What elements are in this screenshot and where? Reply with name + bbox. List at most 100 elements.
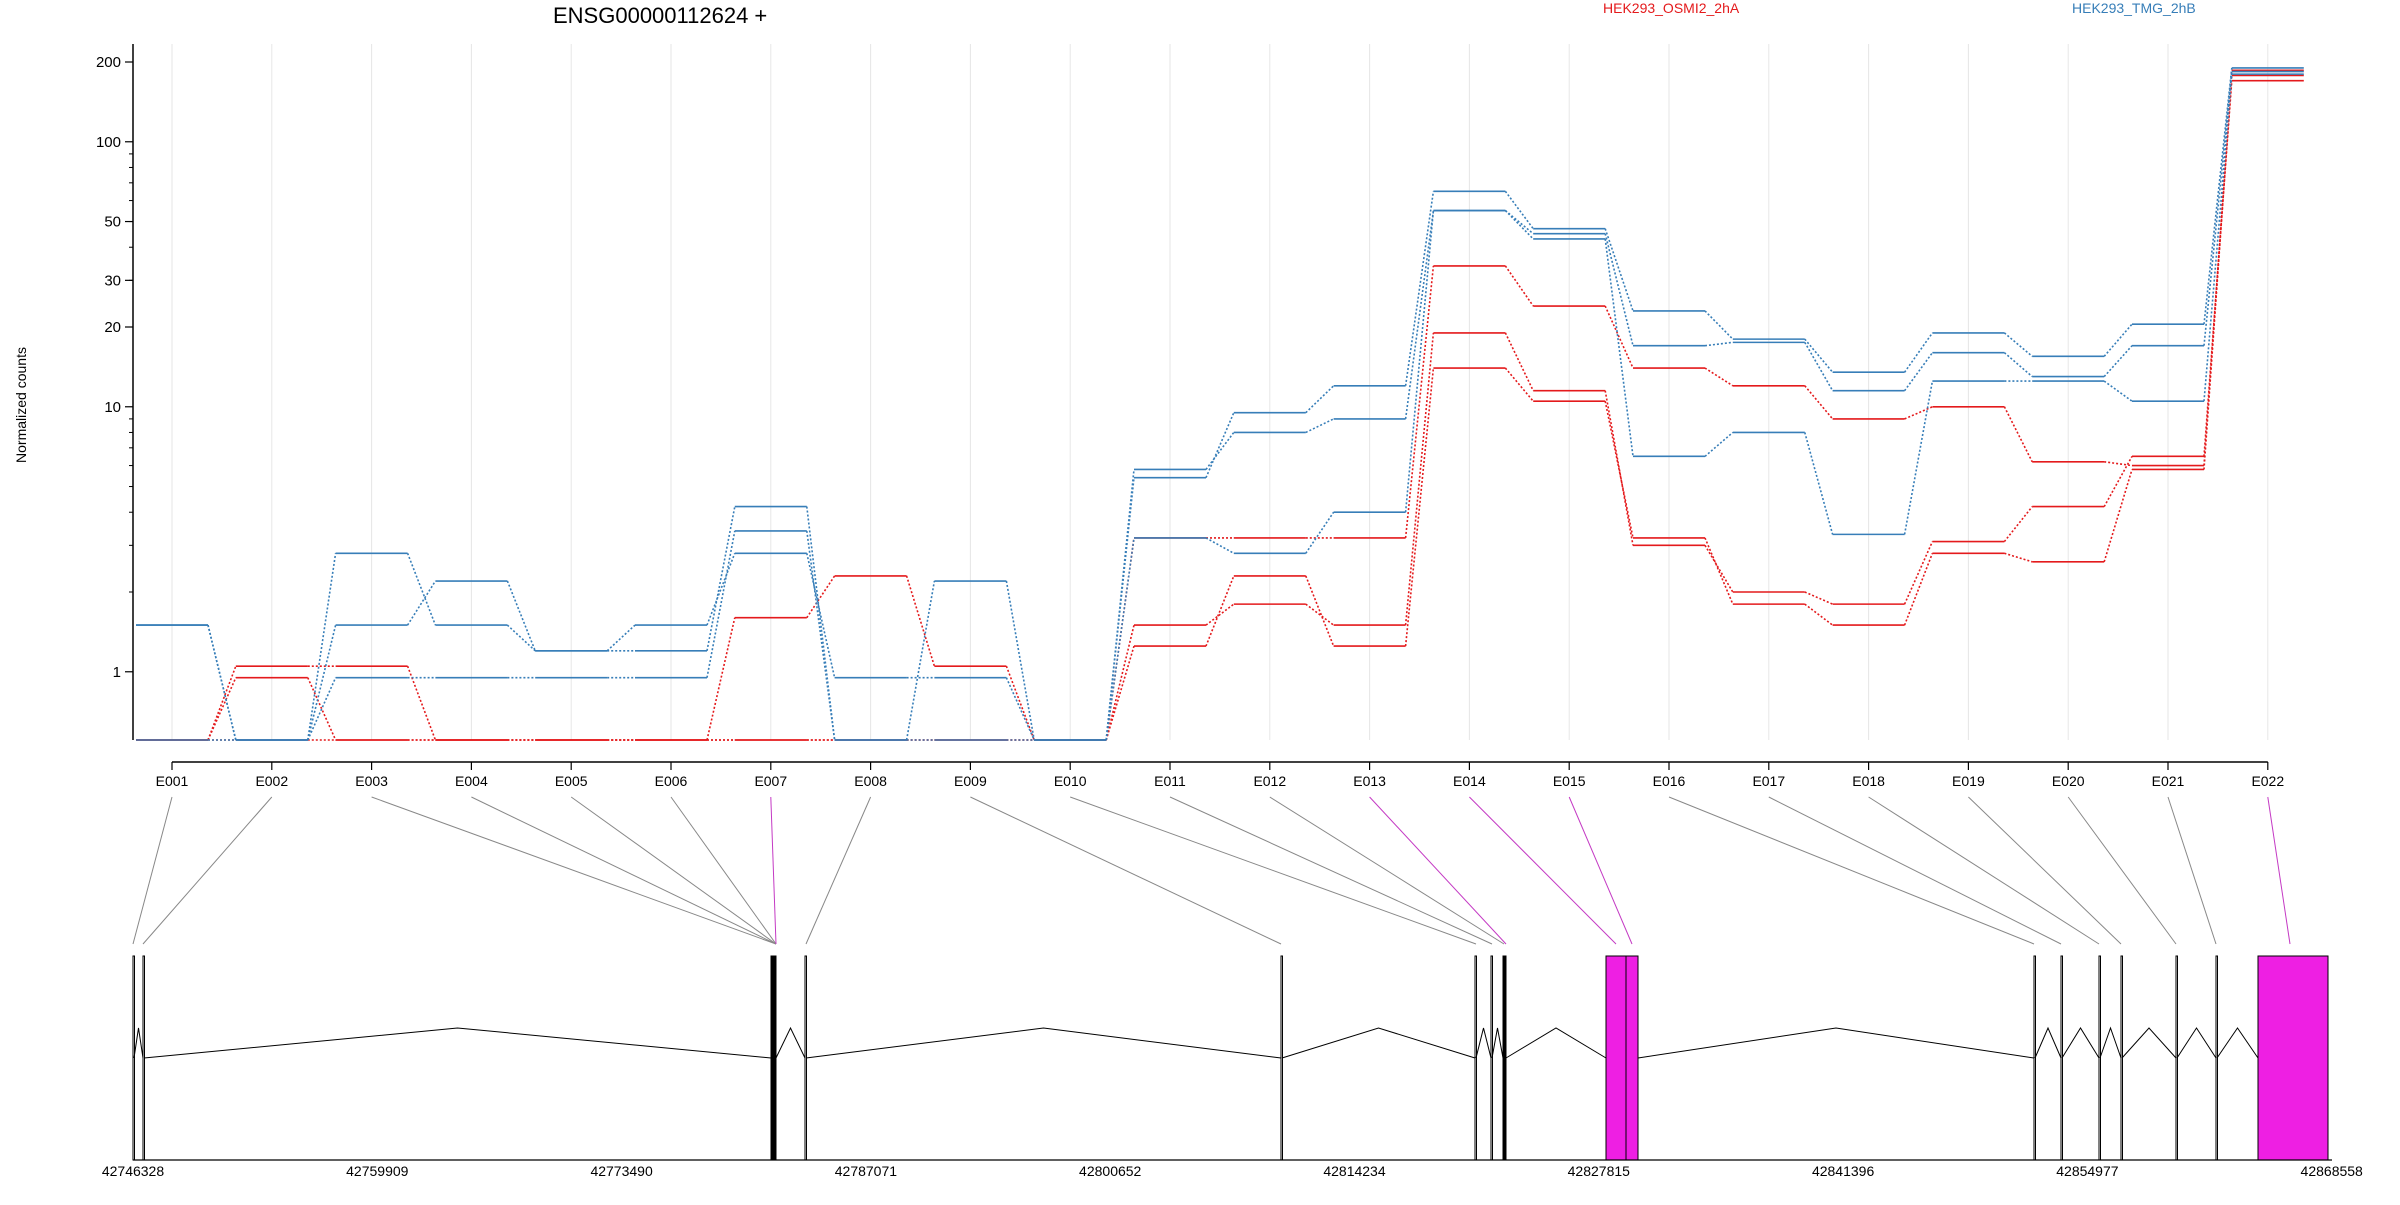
intron-connector <box>143 1027 772 1059</box>
exon-block <box>1502 955 1507 1161</box>
y-tick-label: 100 <box>96 134 121 151</box>
x-tick-label: E014 <box>1453 773 1486 789</box>
series-transition <box>606 624 636 652</box>
intron-connector <box>133 1027 144 1059</box>
series-transition <box>1305 575 1335 647</box>
exon-block <box>770 955 777 1161</box>
intron-connector <box>1505 1027 1607 1059</box>
y-tick-label: 200 <box>96 54 121 71</box>
series-transition <box>1604 238 1634 457</box>
series-transition <box>1804 591 1833 605</box>
exon-connector <box>1568 796 1633 945</box>
series-transition <box>2004 552 2033 563</box>
intron-connector <box>2176 1027 2217 1059</box>
x-tick-label: E020 <box>2052 773 2085 789</box>
x-tick-label: E021 <box>2152 773 2185 789</box>
series-transition <box>2003 406 2033 463</box>
y-tick-label: 30 <box>104 272 121 289</box>
exon-connector <box>1968 796 2122 945</box>
exon-connector <box>2167 796 2217 945</box>
series-transition <box>706 530 736 678</box>
series-transition <box>2103 380 2133 402</box>
series-transition <box>1404 332 1435 626</box>
series-transition <box>1903 552 1934 626</box>
exon-connector <box>142 796 273 945</box>
series-transition <box>1305 511 1335 554</box>
series-transition <box>1404 265 1435 538</box>
series-1 <box>136 79 2304 741</box>
series-5 <box>136 70 2304 741</box>
y-axis-label: Normalized counts <box>13 347 29 463</box>
series-transition <box>307 677 337 741</box>
series-transition <box>2203 74 2233 402</box>
exon-connector <box>1269 796 1505 945</box>
exon-connector <box>2067 796 2177 945</box>
exon-connector <box>1868 796 2100 945</box>
series-transition <box>2104 460 2133 467</box>
genomic-tick-label: 42800652 <box>1079 1163 1142 1179</box>
series-transition <box>1604 228 1634 312</box>
x-tick-label: E015 <box>1553 773 1586 789</box>
legend-item: HEK293_OSMI2_2hA <box>1603 0 1740 16</box>
series-transition <box>905 580 936 741</box>
series-6 <box>136 73 2304 741</box>
series-transition <box>207 677 237 741</box>
series-transition <box>1105 645 1135 741</box>
intron-connector <box>2034 1026 2062 1059</box>
intron-connector <box>2121 1027 2177 1059</box>
y-tick-label: 50 <box>104 214 121 231</box>
series-4 <box>136 67 2304 741</box>
x-tick-label: E006 <box>655 773 688 789</box>
series-transition <box>905 575 936 667</box>
intron-connector <box>2216 1027 2259 1059</box>
x-tick-label: E012 <box>1253 773 1286 789</box>
y-tick-label: 10 <box>104 399 121 416</box>
x-tick-label: E003 <box>355 773 388 789</box>
intron-connector <box>2061 1027 2100 1059</box>
intron-connector <box>1281 1027 1476 1059</box>
series-transition <box>1205 537 1235 554</box>
series-transition <box>1604 305 1634 369</box>
series-transition <box>2003 352 2033 378</box>
intron-connector <box>1491 1027 1504 1059</box>
series-transition <box>1604 400 1634 539</box>
x-tick-label: E009 <box>954 773 987 789</box>
series-transition <box>2203 67 2233 325</box>
series-transition <box>1704 431 1734 457</box>
exon-connector <box>471 796 777 945</box>
series-transition <box>207 665 237 741</box>
genomic-tick-label: 42746328 <box>102 1163 165 1179</box>
series-transition <box>307 677 337 741</box>
series-transition <box>207 624 237 741</box>
series-transition <box>1404 210 1435 420</box>
series-transition <box>1205 575 1235 647</box>
series-3 <box>136 69 2304 741</box>
series-transition <box>1704 367 1734 387</box>
series-transition <box>1305 385 1335 414</box>
x-tick-label: E018 <box>1852 773 1885 789</box>
exon-connector <box>670 796 777 945</box>
series-transition <box>406 580 437 626</box>
x-tick-label: E013 <box>1353 773 1386 789</box>
series-transition <box>2103 469 2133 563</box>
series-transition <box>1504 190 1534 230</box>
series-transition <box>307 553 337 741</box>
series-2 <box>136 74 2304 741</box>
series-transition <box>2003 506 2033 543</box>
series-transition <box>1105 624 1135 741</box>
exon-connector <box>770 796 777 945</box>
series-transition <box>1504 332 1534 392</box>
y-tick-label: 20 <box>104 319 121 336</box>
intron-connector <box>775 1026 806 1059</box>
genomic-tick-label: 42841396 <box>1812 1163 1875 1179</box>
series-transition <box>806 553 836 678</box>
exon-block <box>1625 955 1639 1161</box>
series-transition <box>1205 603 1235 626</box>
intron-connector <box>1637 1027 2035 1059</box>
series-transition <box>806 530 836 741</box>
exon-connector <box>1668 796 2035 945</box>
exon-connector <box>1169 796 1493 945</box>
x-tick-label: E019 <box>1952 773 1985 789</box>
